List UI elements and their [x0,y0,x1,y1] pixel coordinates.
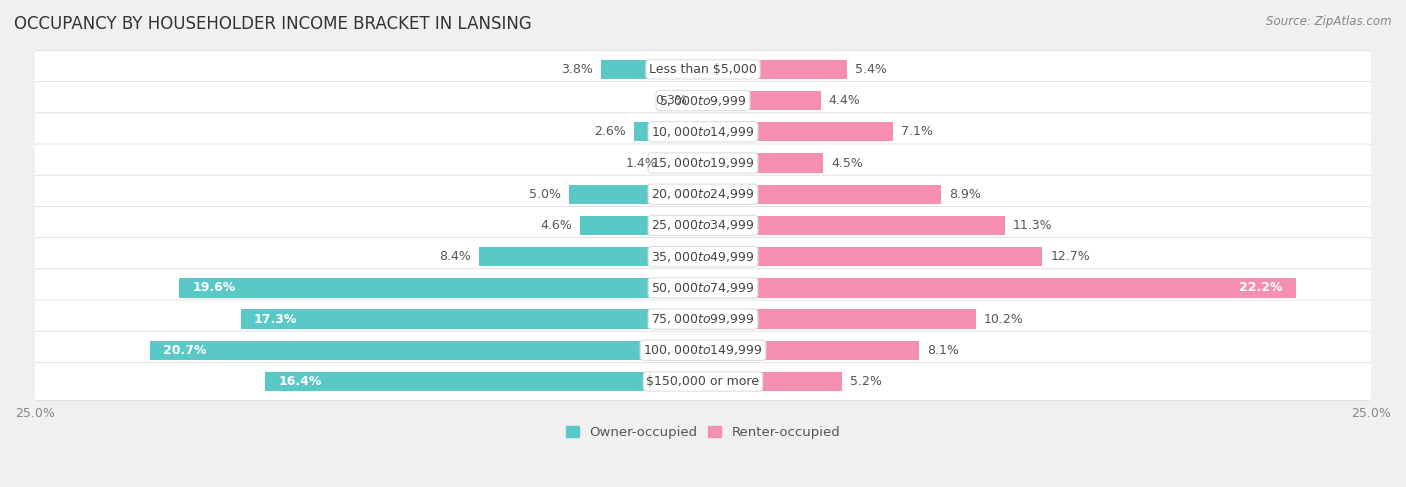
Bar [703,372,842,391]
Text: 20.7%: 20.7% [163,344,207,357]
Bar [703,185,941,204]
Text: OCCUPANCY BY HOUSEHOLDER INCOME BRACKET IN LANSING: OCCUPANCY BY HOUSEHOLDER INCOME BRACKET … [14,15,531,33]
Text: 12.7%: 12.7% [1050,250,1090,263]
Text: 8.4%: 8.4% [439,250,471,263]
Text: 8.9%: 8.9% [949,187,981,201]
FancyBboxPatch shape [34,238,1372,276]
FancyBboxPatch shape [34,362,1372,400]
Text: $35,000 to $49,999: $35,000 to $49,999 [651,250,755,263]
FancyBboxPatch shape [34,175,1372,213]
Bar [602,60,703,79]
Text: $5,000 to $9,999: $5,000 to $9,999 [659,94,747,108]
Bar [703,340,920,360]
Text: 4.6%: 4.6% [540,219,572,232]
FancyBboxPatch shape [34,113,1372,151]
Text: 5.4%: 5.4% [855,63,887,76]
Text: $50,000 to $74,999: $50,000 to $74,999 [651,281,755,295]
Text: $25,000 to $34,999: $25,000 to $34,999 [651,218,755,232]
Text: 19.6%: 19.6% [193,281,236,294]
Bar [569,185,703,204]
FancyBboxPatch shape [34,300,1372,338]
FancyBboxPatch shape [34,81,1372,120]
Text: $100,000 to $149,999: $100,000 to $149,999 [644,343,762,357]
Text: 7.1%: 7.1% [901,125,932,138]
FancyBboxPatch shape [34,144,1372,182]
Bar [703,247,1042,266]
Text: 4.4%: 4.4% [828,94,860,107]
Text: 16.4%: 16.4% [278,375,322,388]
Text: Less than $5,000: Less than $5,000 [650,63,756,76]
Text: 1.4%: 1.4% [626,156,658,169]
Bar [150,340,703,360]
Text: $75,000 to $99,999: $75,000 to $99,999 [651,312,755,326]
Bar [703,91,821,110]
Bar [703,309,976,329]
FancyBboxPatch shape [34,331,1372,369]
Text: $150,000 or more: $150,000 or more [647,375,759,388]
Bar [703,216,1005,235]
Bar [581,216,703,235]
Text: 22.2%: 22.2% [1239,281,1282,294]
Bar [703,122,893,141]
Bar [634,122,703,141]
Text: $10,000 to $14,999: $10,000 to $14,999 [651,125,755,139]
Text: 2.6%: 2.6% [593,125,626,138]
Text: 8.1%: 8.1% [928,344,959,357]
Text: 10.2%: 10.2% [984,313,1024,325]
Text: $20,000 to $24,999: $20,000 to $24,999 [651,187,755,201]
Bar [703,153,824,173]
Bar [240,309,703,329]
Bar [665,153,703,173]
Text: 17.3%: 17.3% [254,313,298,325]
Bar [703,278,1296,298]
Bar [264,372,703,391]
Text: 4.5%: 4.5% [831,156,863,169]
FancyBboxPatch shape [34,50,1372,89]
Text: 3.8%: 3.8% [561,63,593,76]
FancyBboxPatch shape [34,269,1372,307]
Text: 5.2%: 5.2% [851,375,882,388]
Text: Source: ZipAtlas.com: Source: ZipAtlas.com [1267,15,1392,28]
Text: 0.3%: 0.3% [655,94,688,107]
Bar [179,278,703,298]
FancyBboxPatch shape [34,206,1372,244]
Legend: Owner-occupied, Renter-occupied: Owner-occupied, Renter-occupied [560,421,846,445]
Bar [695,91,703,110]
Bar [478,247,703,266]
Text: 11.3%: 11.3% [1012,219,1053,232]
Text: $15,000 to $19,999: $15,000 to $19,999 [651,156,755,170]
Bar [703,60,848,79]
Text: 5.0%: 5.0% [530,187,561,201]
